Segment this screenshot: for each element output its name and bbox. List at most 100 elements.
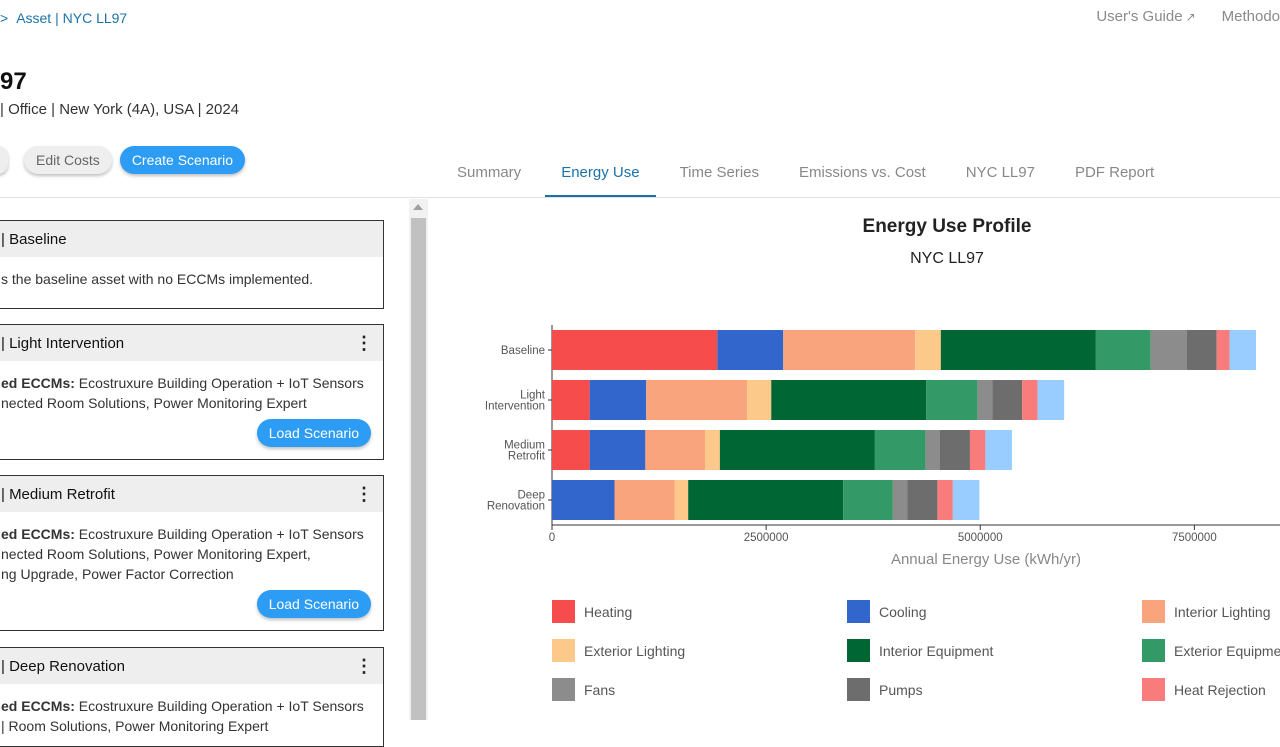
bar-segment	[552, 330, 718, 370]
tab-emissions-vs-cost[interactable]: Emissions vs. Cost	[799, 164, 926, 181]
legend-item[interactable]: Heat Rejection	[1142, 678, 1266, 701]
tab-time-series[interactable]: Time Series	[679, 164, 760, 181]
bar-segment	[1022, 380, 1038, 420]
y-tick-label: Baseline	[501, 345, 545, 357]
tab-nyc-ll97[interactable]: NYC LL97	[965, 164, 1035, 181]
chart-subtitle: NYC LL97	[910, 250, 984, 267]
load-scenario-button[interactable]: Load Scenario	[256, 419, 371, 447]
bar-segment	[1186, 330, 1217, 370]
scenario-card-header: | Deep Renovation ⋮	[0, 648, 383, 684]
bar-segment	[688, 480, 844, 520]
load-scenario-button[interactable]: Load Scenario	[256, 590, 371, 618]
bar-segment	[589, 430, 646, 470]
scenario-card-light-intervention: | Light Intervention ⋮ ed ECCMs: Ecostru…	[0, 324, 384, 460]
scenario-card-medium-retrofit: | Medium Retrofit ⋮ ed ECCMs: Ecostruxur…	[0, 475, 384, 631]
edit-costs-button[interactable]: Edit Costs	[24, 146, 112, 174]
legend-swatch	[552, 600, 575, 623]
breadcrumb-link-asset[interactable]: Asset | NYC LL97	[16, 10, 128, 26]
bar-segment	[552, 380, 590, 420]
bar-segment	[783, 330, 916, 370]
legend-item[interactable]: Fans	[552, 678, 615, 701]
legend-swatch	[1142, 600, 1165, 623]
x-tick-label: 7500000	[1172, 532, 1217, 544]
bar-segment	[969, 430, 986, 470]
bar-segment	[1229, 330, 1257, 370]
bar-segment	[843, 480, 893, 520]
bar-segment	[589, 380, 647, 420]
bar-segment	[915, 330, 941, 370]
create-scenario-button[interactable]: Create Scenario	[119, 146, 245, 174]
more-options-icon[interactable]: ⋮	[355, 332, 373, 353]
legend-item[interactable]: Cooling	[847, 600, 926, 623]
legend-item[interactable]: Heating	[552, 600, 632, 623]
bar-segment	[552, 430, 590, 470]
legend-item[interactable]: Exterior Equipmen	[1142, 639, 1280, 662]
legend-label: Heat Rejection	[1174, 681, 1266, 698]
bar-segment	[939, 430, 970, 470]
legend-label: Exterior Lighting	[584, 642, 686, 659]
more-options-icon[interactable]: ⋮	[355, 655, 373, 676]
bar-segment	[926, 380, 978, 420]
scenario-description: ed ECCMs: Ecostruxure Building Operation…	[0, 684, 383, 746]
tab-bar: Summary Energy Use Time Series Emissions vs…	[441, 150, 1178, 198]
bar-segment	[771, 380, 927, 420]
scenario-text-line: Ecostruxure Building Operation + IoT Sen…	[74, 526, 364, 542]
scenario-title: | Medium Retrofit	[1, 485, 115, 503]
bar-segment	[717, 330, 784, 370]
tab-pdf-report[interactable]: PDF Report	[1074, 164, 1155, 181]
legend-item[interactable]: Interior Lighting	[1142, 600, 1271, 623]
bar-segment	[937, 480, 953, 520]
tab-summary[interactable]: Summary	[457, 164, 522, 181]
bar-segment	[552, 480, 615, 520]
legend-swatch	[847, 678, 870, 701]
header-divider	[0, 197, 1280, 198]
legend-label: Heating	[584, 603, 633, 620]
top-navigation: User's Guide ↗ Methodo	[1096, 8, 1280, 25]
scrollbar-thumb[interactable]	[411, 218, 426, 720]
bar-segment	[1216, 330, 1230, 370]
legend-label: Cooling	[879, 603, 927, 620]
more-options-icon[interactable]: ⋮	[355, 483, 373, 504]
scenario-description: ed ECCMs: Ecostruxure Building Operation…	[0, 361, 383, 423]
scenario-text-line: ng Upgrade, Power Factor Correction	[1, 566, 234, 582]
bar-segment	[874, 430, 926, 470]
scenario-card-header: | Baseline	[0, 221, 383, 257]
legend-swatch	[847, 600, 870, 623]
methodology-link[interactable]: Methodo	[1222, 8, 1280, 25]
x-tick-label: 0	[549, 532, 555, 544]
legend-label: Interior Lighting	[1174, 603, 1271, 620]
x-tick-label: 5000000	[958, 532, 1003, 544]
legend-swatch	[1142, 678, 1165, 701]
bar-segment	[719, 430, 875, 470]
page-title: 97	[0, 68, 27, 95]
legend-swatch	[552, 678, 575, 701]
scenario-text-line: Ecostruxure Building Operation + IoT Sen…	[74, 698, 364, 714]
y-tick-label: Medium Retrofit	[504, 440, 546, 463]
legend-label: Pumps	[879, 681, 923, 698]
legend-item[interactable]: Pumps	[847, 678, 923, 701]
bar-segment	[925, 430, 940, 470]
scenario-card-header: | Light Intervention ⋮	[0, 325, 383, 361]
scenario-card-deep-renovation: | Deep Renovation ⋮ ed ECCMs: Ecostruxur…	[0, 647, 384, 747]
legend-item[interactable]: Interior Equipment	[847, 639, 993, 662]
y-tick-label: Deep Renovation	[487, 490, 545, 513]
users-guide-link[interactable]: User's Guide ↗	[1096, 8, 1195, 25]
methodology-label: Methodo	[1221, 8, 1280, 25]
page-subtitle: | Office | New York (4A), USA | 2024	[0, 101, 240, 118]
bar-segment	[992, 380, 1023, 420]
ecm-label: ed ECCMs:	[1, 526, 75, 542]
truncated-button[interactable]	[0, 146, 8, 174]
bar-segment	[747, 380, 772, 420]
action-buttons: Edit Costs Create Scenario	[0, 146, 245, 174]
legend-item[interactable]: Exterior Lighting	[552, 639, 685, 662]
scenario-description: ed ECCMs: Ecostruxure Building Operation…	[0, 512, 383, 594]
legend-label: Interior Equipment	[879, 642, 994, 659]
x-tick-label: 2500000	[744, 532, 789, 544]
scroll-up-arrow-icon[interactable]	[413, 204, 423, 210]
chevron-right-icon: >	[0, 10, 9, 26]
bar-segment	[892, 480, 908, 520]
bar-segment	[705, 430, 720, 470]
bar-segment	[614, 480, 675, 520]
scenario-description: s the baseline asset with no ECCMs imple…	[0, 257, 383, 299]
tab-energy-use[interactable]: Energy Use	[545, 150, 656, 198]
